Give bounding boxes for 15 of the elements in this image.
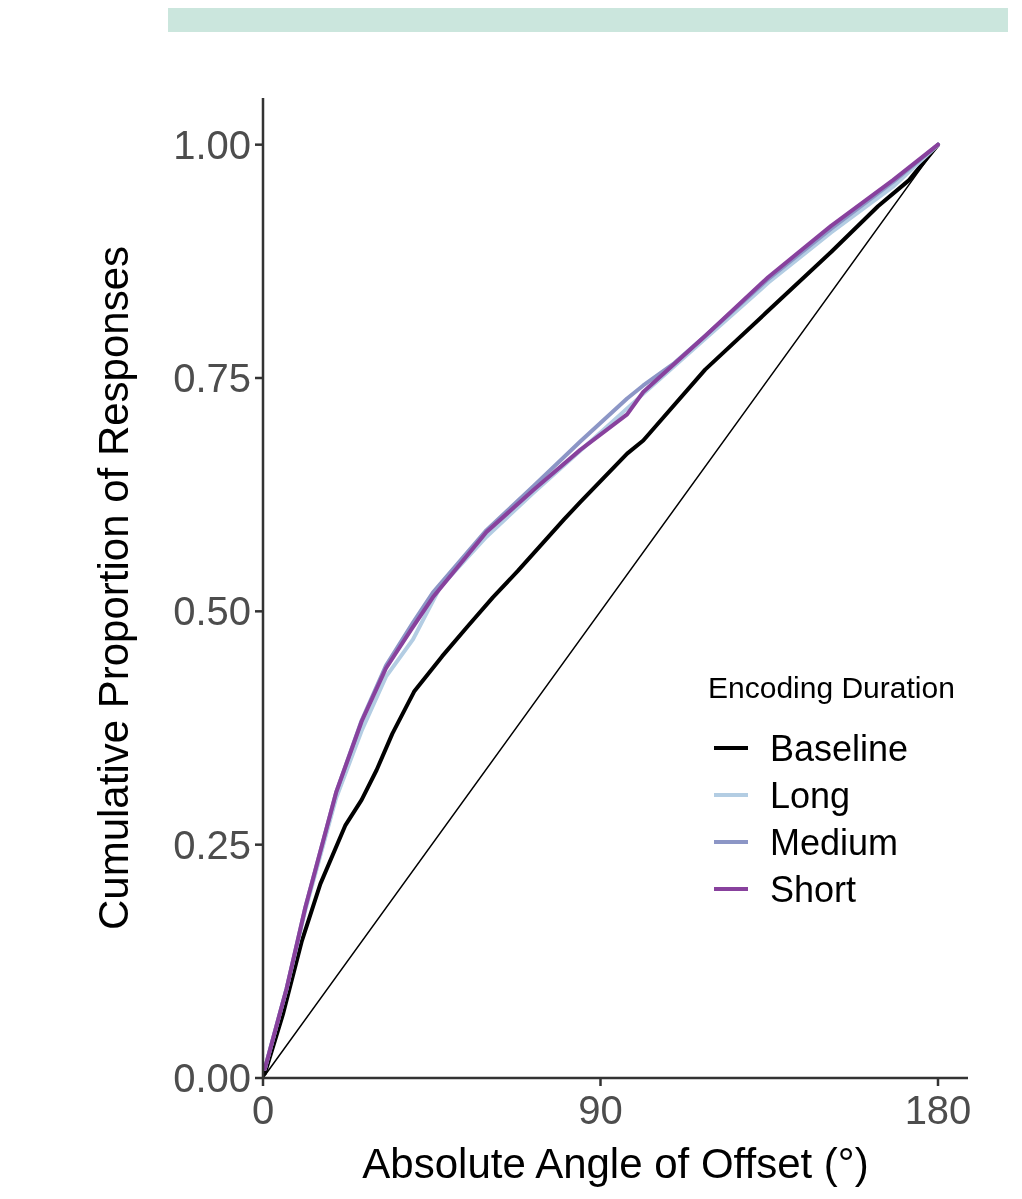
y-tick-label: 0.50 <box>173 589 251 634</box>
y-tick-label: 0.75 <box>173 356 251 400</box>
legend-label: Medium <box>770 821 899 863</box>
y-tick-label: 1.00 <box>173 122 251 167</box>
x-axis-title: Absolute Angle of Offset (°) <box>362 1140 869 1187</box>
y-axis-title: Cumulative Proportion of Responses <box>90 245 137 931</box>
legend-label: Baseline <box>770 727 909 769</box>
legend-label: Short <box>770 868 857 910</box>
x-tick-label: 0 <box>251 1088 275 1132</box>
y-tick-label: 0.25 <box>173 822 251 867</box>
legend-label: Long <box>770 774 851 816</box>
y-tick-label: 0.00 <box>173 1056 251 1100</box>
x-tick-label: 90 <box>578 1088 623 1132</box>
x-tick-label: 180 <box>904 1088 972 1132</box>
legend-title: Encoding Duration <box>708 671 955 704</box>
